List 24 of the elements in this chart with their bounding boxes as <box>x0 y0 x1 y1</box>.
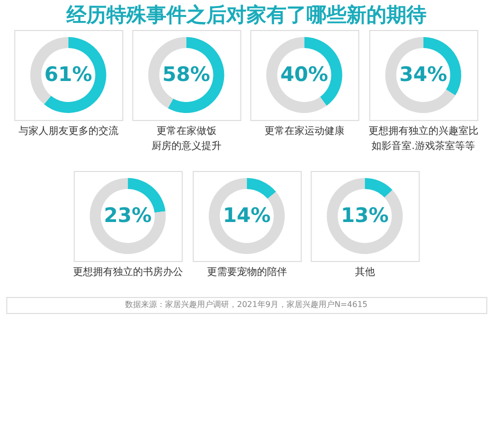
donut-slice <box>385 37 456 113</box>
text: 其他 <box>354 266 375 278</box>
data-label: 13% <box>340 203 389 227</box>
donut-slice <box>326 178 403 254</box>
donut-slice <box>266 37 327 113</box>
donut-slice <box>246 178 276 199</box>
data-label: 61% <box>44 62 92 86</box>
donut-slice <box>364 178 392 198</box>
donut-slice <box>208 178 285 254</box>
donut-slice <box>44 37 106 113</box>
data-label: 40% <box>280 62 328 86</box>
text: 经历特殊事件之后对家有了哪些新的期待 <box>65 2 426 26</box>
source-note: 数据来源：家居兴趣用户调研，2021年9月，家居兴趣用户N=4615 <box>125 300 368 309</box>
text: 更需要宠物的陪伴 <box>206 266 287 278</box>
text: 更想拥有独立的书房办公 <box>72 266 183 278</box>
data-label: 58% <box>162 62 210 86</box>
data-label: 14% <box>222 203 271 227</box>
text: 更常在家运动健康 <box>264 125 344 137</box>
text: 更想拥有独立的兴趣室比如影音室.游戏茶室等等 <box>368 125 478 152</box>
data-label: 34% <box>399 62 448 86</box>
data-label: 23% <box>104 203 152 227</box>
donut-slice <box>90 178 166 254</box>
text: 与家人朋友更多的交流 <box>18 125 118 137</box>
text: 更常在家做饭厨房的意义提升 <box>151 125 222 152</box>
